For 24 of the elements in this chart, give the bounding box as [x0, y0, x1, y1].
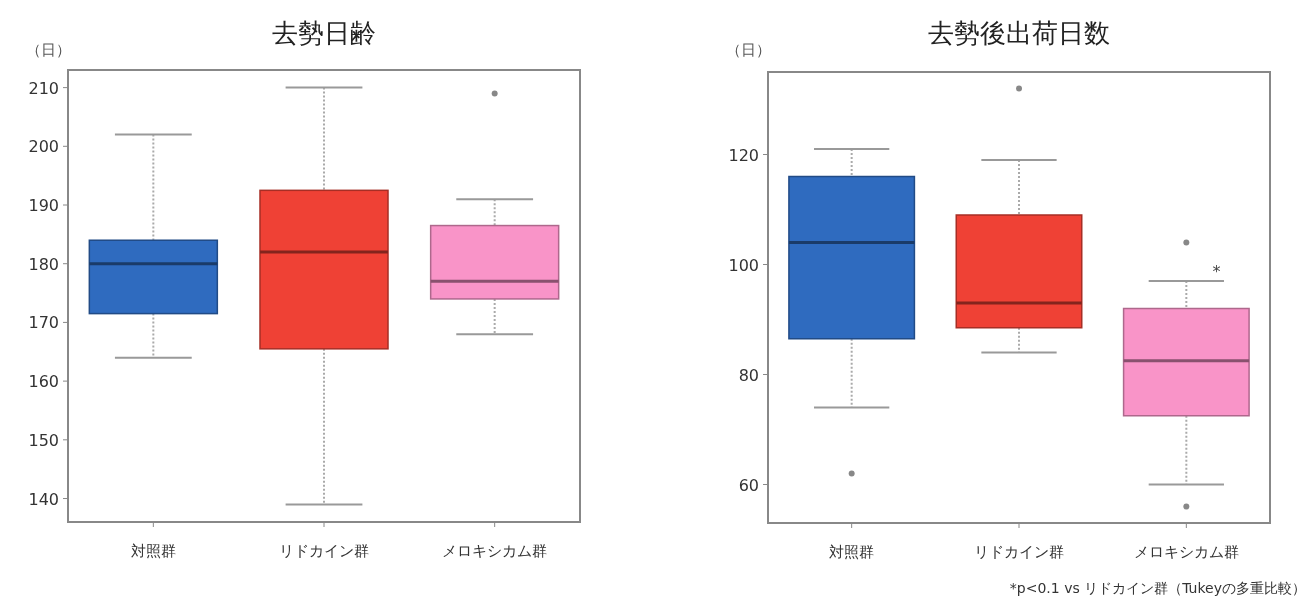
y-axis-title: （日）	[25, 41, 71, 59]
x-tick-label: リドカイン群	[974, 543, 1064, 561]
chart-title: 去勢後出荷日数	[928, 18, 1110, 48]
text: *p<0.1 vs リドカイン群（Tukeyの多重比較）	[1009, 580, 1306, 596]
y-tick-label: 150	[28, 430, 59, 450]
y-tick-label: 140	[28, 489, 59, 509]
y-tick-label: 60	[738, 475, 759, 495]
y-axis-title: （日）	[725, 41, 771, 59]
y-tick-label: 190	[28, 196, 59, 216]
y-tick-label: 100	[728, 255, 759, 275]
chart-title: 去勢日齢	[272, 18, 376, 48]
y-tick-label: 80	[738, 365, 759, 385]
y-tick-label: 120	[728, 145, 759, 165]
y-tick-label: 160	[28, 372, 59, 392]
x-tick-label: メロキシカム群	[442, 542, 548, 560]
x-tick-label: メロキシカム群	[1133, 543, 1239, 561]
y-tick-label: 180	[28, 254, 59, 274]
x-tick-label: 対照群	[829, 543, 875, 561]
x-tick-label: リドカイン群	[279, 542, 369, 560]
x-tick-label: 対照群	[130, 542, 176, 560]
y-tick-label: 210	[28, 78, 59, 98]
annotation: *	[1212, 262, 1221, 281]
y-tick-label: 170	[28, 313, 59, 333]
y-tick-label: 200	[28, 137, 59, 157]
